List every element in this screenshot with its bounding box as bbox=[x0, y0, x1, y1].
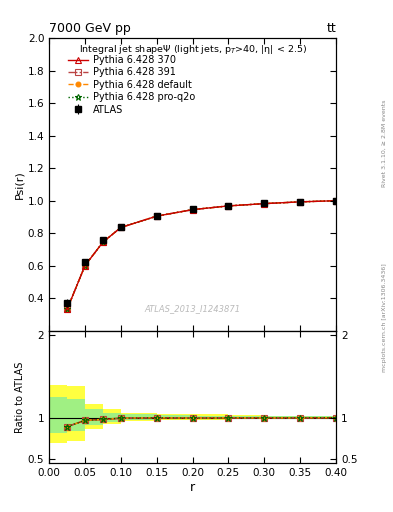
Text: ATLAS_2013_I1243871: ATLAS_2013_I1243871 bbox=[145, 304, 241, 313]
Line: Pythia 6.428 default: Pythia 6.428 default bbox=[64, 198, 338, 312]
Pythia 6.428 370 bbox=[154, 213, 159, 219]
Pythia 6.428 391 bbox=[190, 206, 195, 212]
Line: Pythia 6.428 370: Pythia 6.428 370 bbox=[64, 198, 339, 312]
Pythia 6.428 370 bbox=[298, 199, 303, 205]
Pythia 6.428 370 bbox=[65, 306, 70, 312]
Text: Rivet 3.1.10, ≥ 2.8M events: Rivet 3.1.10, ≥ 2.8M events bbox=[382, 100, 387, 187]
Pythia 6.428 391 bbox=[65, 306, 70, 312]
Pythia 6.428 391 bbox=[119, 224, 123, 230]
Pythia 6.428 pro-q2o bbox=[298, 199, 303, 205]
Pythia 6.428 pro-q2o bbox=[334, 198, 338, 204]
Pythia 6.428 370 bbox=[83, 263, 87, 269]
Pythia 6.428 391 bbox=[226, 203, 231, 209]
Pythia 6.428 default bbox=[262, 201, 266, 207]
Pythia 6.428 pro-q2o bbox=[83, 263, 87, 269]
Pythia 6.428 370 bbox=[262, 201, 266, 207]
Pythia 6.428 370 bbox=[190, 206, 195, 212]
Pythia 6.428 default bbox=[83, 263, 87, 269]
Text: tt: tt bbox=[326, 22, 336, 35]
Pythia 6.428 default bbox=[154, 213, 159, 219]
Pythia 6.428 default bbox=[190, 206, 195, 212]
Pythia 6.428 391 bbox=[262, 201, 266, 207]
Text: mcplots.cern.ch [arXiv:1306.3436]: mcplots.cern.ch [arXiv:1306.3436] bbox=[382, 263, 387, 372]
Pythia 6.428 pro-q2o bbox=[190, 206, 195, 212]
Line: Pythia 6.428 391: Pythia 6.428 391 bbox=[64, 198, 339, 312]
Pythia 6.428 391 bbox=[298, 199, 303, 205]
Pythia 6.428 370 bbox=[101, 239, 105, 245]
Y-axis label: Psi(r): Psi(r) bbox=[15, 170, 25, 199]
Pythia 6.428 default bbox=[101, 239, 105, 245]
Pythia 6.428 pro-q2o bbox=[226, 203, 231, 209]
Text: Integral jet shapeΨ (light jets, p$_T$>40, |η| < 2.5): Integral jet shapeΨ (light jets, p$_T$>4… bbox=[79, 43, 307, 56]
Y-axis label: Ratio to ATLAS: Ratio to ATLAS bbox=[15, 361, 25, 433]
Pythia 6.428 391 bbox=[334, 198, 338, 204]
Legend: Pythia 6.428 370, Pythia 6.428 391, Pythia 6.428 default, Pythia 6.428 pro-q2o, : Pythia 6.428 370, Pythia 6.428 391, Pyth… bbox=[66, 52, 198, 118]
Pythia 6.428 pro-q2o bbox=[65, 306, 70, 312]
Line: Pythia 6.428 pro-q2o: Pythia 6.428 pro-q2o bbox=[64, 197, 340, 313]
Pythia 6.428 370 bbox=[226, 203, 231, 209]
Pythia 6.428 391 bbox=[83, 263, 87, 269]
Pythia 6.428 default bbox=[298, 199, 303, 205]
Pythia 6.428 pro-q2o bbox=[154, 213, 159, 219]
Pythia 6.428 default bbox=[334, 198, 338, 204]
Pythia 6.428 391 bbox=[101, 239, 105, 245]
X-axis label: r: r bbox=[190, 481, 195, 494]
Pythia 6.428 default bbox=[65, 306, 70, 312]
Pythia 6.428 370 bbox=[334, 198, 338, 204]
Pythia 6.428 pro-q2o bbox=[101, 239, 105, 245]
Pythia 6.428 pro-q2o bbox=[119, 224, 123, 230]
Text: 7000 GeV pp: 7000 GeV pp bbox=[49, 22, 131, 35]
Pythia 6.428 pro-q2o bbox=[262, 201, 266, 207]
Pythia 6.428 370 bbox=[119, 224, 123, 230]
Pythia 6.428 default bbox=[226, 203, 231, 209]
Pythia 6.428 391 bbox=[154, 213, 159, 219]
Pythia 6.428 default bbox=[119, 224, 123, 230]
